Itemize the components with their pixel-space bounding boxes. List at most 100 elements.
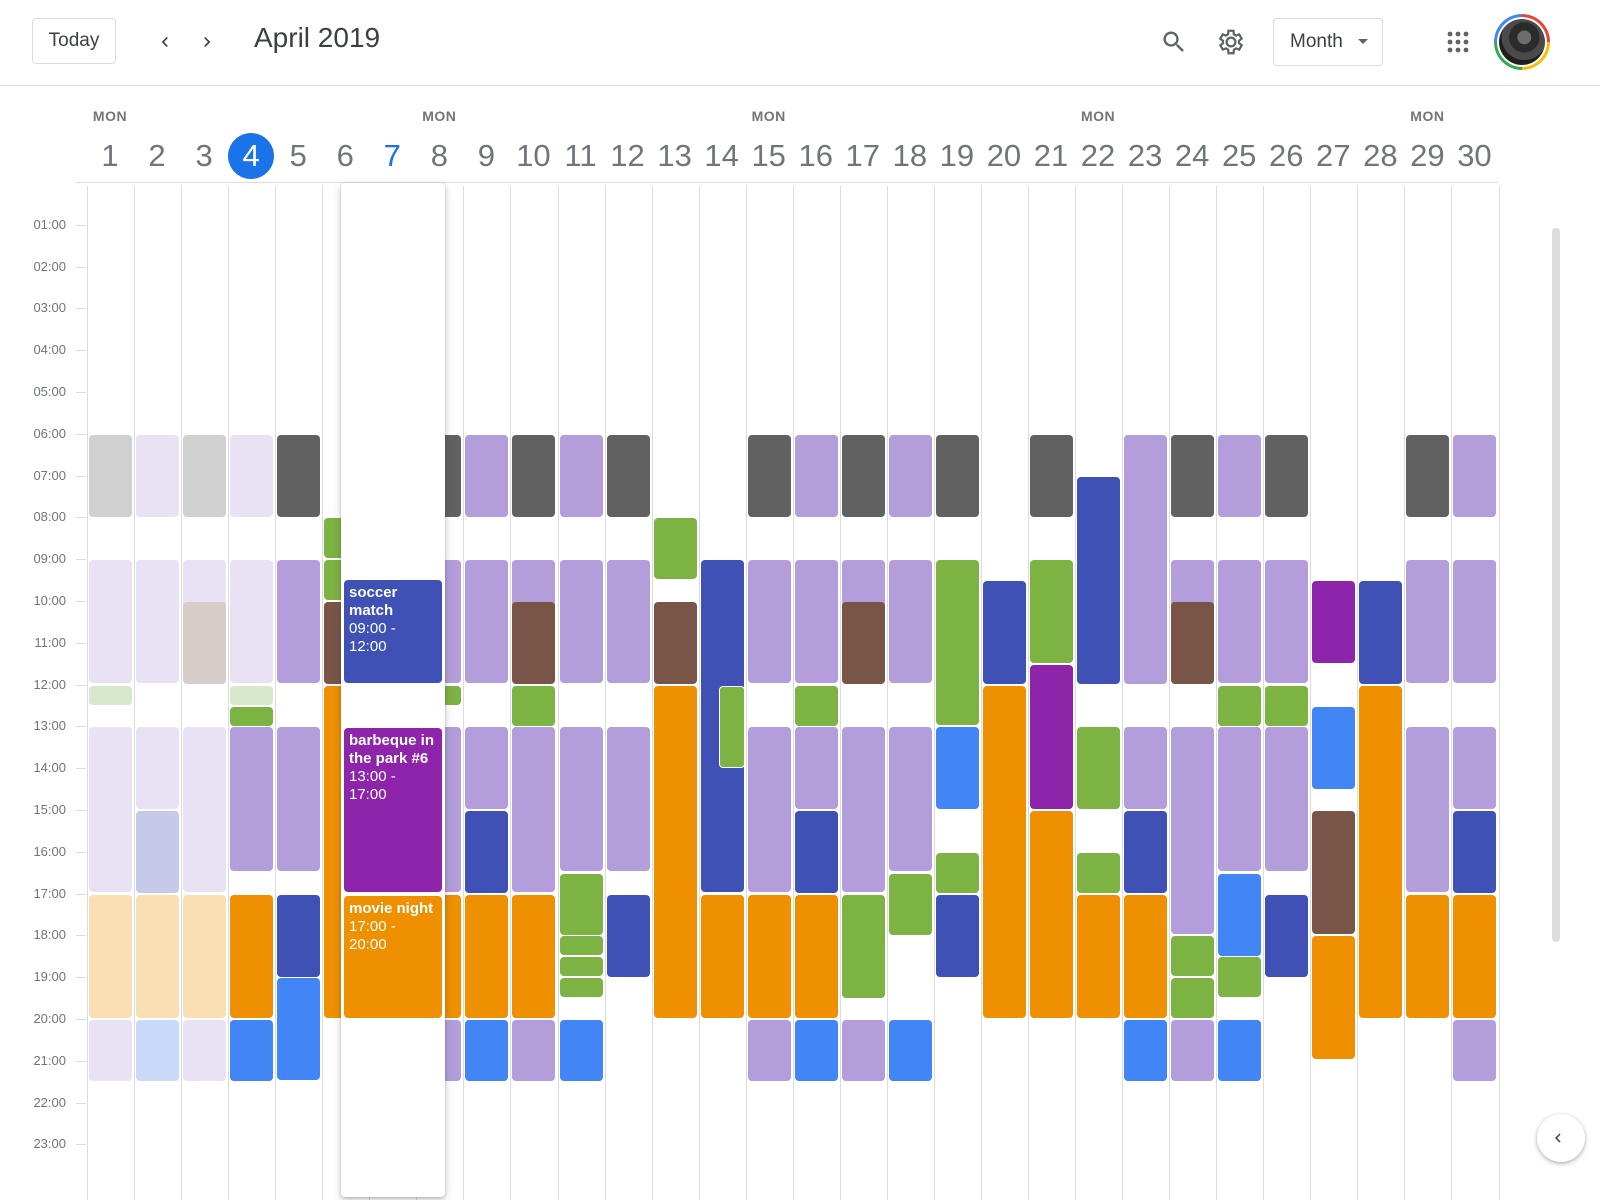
- day-number[interactable]: 1: [101, 138, 119, 173]
- calendar-event[interactable]: [748, 435, 791, 517]
- calendar-event[interactable]: [1218, 435, 1261, 517]
- calendar-event[interactable]: [1171, 727, 1214, 934]
- calendar-event[interactable]: [1218, 1020, 1261, 1081]
- calendar-event[interactable]: [748, 895, 791, 1018]
- calendar-event[interactable]: [1453, 811, 1496, 893]
- calendar-event[interactable]: [512, 435, 555, 517]
- calendar-event[interactable]: [560, 874, 603, 935]
- day-number[interactable]: 24: [1174, 138, 1210, 173]
- calendar-event[interactable]: [1312, 707, 1355, 789]
- view-selector[interactable]: Month: [1273, 18, 1383, 66]
- calendar-event[interactable]: [1124, 727, 1167, 809]
- calendar-event[interactable]: [1218, 957, 1261, 997]
- day-number[interactable]: 18: [892, 138, 928, 173]
- day-number[interactable]: 23: [1127, 138, 1163, 173]
- calendar-event[interactable]: [277, 895, 320, 977]
- calendar-event[interactable]: [1312, 581, 1355, 663]
- day-number[interactable]: 5: [289, 138, 307, 173]
- calendar-event[interactable]: [748, 727, 791, 892]
- calendar-event[interactable]: [277, 727, 320, 871]
- calendar-event[interactable]: [607, 435, 650, 517]
- calendar-event[interactable]: [1171, 936, 1214, 976]
- calendar-event[interactable]: [654, 602, 697, 684]
- calendar-event[interactable]: [230, 707, 273, 726]
- calendar-event[interactable]: [1218, 727, 1261, 871]
- calendar-event[interactable]: [1077, 477, 1120, 684]
- calendar-event[interactable]: [1265, 895, 1308, 977]
- day-number[interactable]: 9: [477, 138, 496, 173]
- day-number[interactable]: 26: [1269, 138, 1304, 173]
- calendar-event[interactable]: [936, 895, 979, 977]
- day-number[interactable]: 15: [751, 138, 786, 173]
- next-period-button[interactable]: [187, 20, 227, 64]
- calendar-event[interactable]: [183, 1020, 226, 1081]
- calendar-event[interactable]: [1124, 895, 1167, 1018]
- calendar-event[interactable]: [1124, 811, 1167, 893]
- calendar-event[interactable]: [512, 686, 555, 726]
- calendar-event[interactable]: [1406, 435, 1449, 517]
- calendar-event[interactable]: [1171, 435, 1214, 517]
- calendar-event[interactable]: [1218, 686, 1261, 726]
- calendar-event[interactable]: [1453, 1020, 1496, 1081]
- calendar-event[interactable]: [1453, 435, 1496, 517]
- calendar-event[interactable]: [136, 560, 179, 683]
- day-number[interactable]: 22: [1080, 138, 1116, 173]
- calendar-event[interactable]: [89, 895, 132, 1018]
- calendar-event[interactable]: [936, 727, 979, 809]
- apps-button[interactable]: [1434, 18, 1482, 66]
- calendar-event[interactable]: [936, 435, 979, 517]
- calendar-event[interactable]: [1171, 978, 1214, 1018]
- calendar-event[interactable]: [560, 727, 603, 871]
- settings-button[interactable]: [1207, 18, 1255, 66]
- calendar-event[interactable]: [89, 686, 132, 705]
- calendar-event[interactable]: [1030, 665, 1073, 809]
- calendar-event[interactable]: [1453, 895, 1496, 1018]
- calendar-event[interactable]: [842, 727, 885, 892]
- vertical-scrollbar[interactable]: [1552, 228, 1560, 942]
- calendar-event[interactable]: [465, 1020, 508, 1081]
- calendar-event[interactable]: [607, 560, 650, 683]
- calendar-event[interactable]: [1077, 853, 1120, 893]
- calendar-event[interactable]: [1406, 560, 1449, 683]
- calendar-event[interactable]: [795, 811, 838, 893]
- calendar-event[interactable]: [1265, 435, 1308, 517]
- day-number[interactable]: 2: [148, 138, 166, 173]
- calendar-event[interactable]: [842, 602, 885, 684]
- calendar-event[interactable]: [795, 895, 838, 1018]
- calendar-event[interactable]: [889, 727, 932, 871]
- calendar-event[interactable]: [1406, 895, 1449, 1018]
- calendar-event[interactable]: [136, 895, 179, 1018]
- day-number[interactable]: 25: [1221, 138, 1257, 173]
- calendar-event[interactable]: [748, 560, 791, 683]
- calendar-event[interactable]: [183, 727, 226, 892]
- side-panel-toggle-button[interactable]: [1537, 1114, 1585, 1162]
- calendar-event[interactable]: [1359, 686, 1402, 1018]
- day-number[interactable]: 13: [657, 138, 692, 173]
- calendar-event[interactable]: [89, 435, 132, 517]
- calendar-event[interactable]: [889, 1020, 932, 1081]
- day-number[interactable]: 4: [228, 133, 275, 179]
- calendar-event[interactable]: [701, 895, 744, 1018]
- calendar-event[interactable]: [889, 560, 932, 683]
- calendar-event[interactable]: [842, 895, 885, 998]
- calendar-event[interactable]: [1124, 435, 1167, 684]
- calendar-event[interactable]: [842, 1020, 885, 1081]
- day-number[interactable]: 10: [516, 138, 551, 173]
- calendar-event[interactable]: [465, 560, 508, 683]
- calendar-event[interactable]: [1030, 811, 1073, 1018]
- calendar-event[interactable]: [607, 727, 650, 871]
- calendar-event[interactable]: [795, 435, 838, 517]
- calendar-event[interactable]: [277, 978, 320, 1080]
- calendar-event[interactable]: [1312, 936, 1355, 1059]
- calendar-event[interactable]: [89, 560, 132, 683]
- day-number[interactable]: 21: [1033, 138, 1069, 173]
- day-number[interactable]: 20: [986, 138, 1022, 173]
- calendar-event[interactable]: [936, 560, 979, 725]
- day-number[interactable]: 14: [704, 138, 739, 173]
- calendar-event[interactable]: [1030, 435, 1073, 517]
- calendar-event[interactable]: [89, 1020, 132, 1081]
- calendar-event[interactable]: [795, 686, 838, 726]
- calendar-event[interactable]: [889, 874, 932, 935]
- expanded-event[interactable]: movie night 17:00 - 20:00: [344, 896, 442, 1018]
- day-number[interactable]: 16: [798, 138, 833, 173]
